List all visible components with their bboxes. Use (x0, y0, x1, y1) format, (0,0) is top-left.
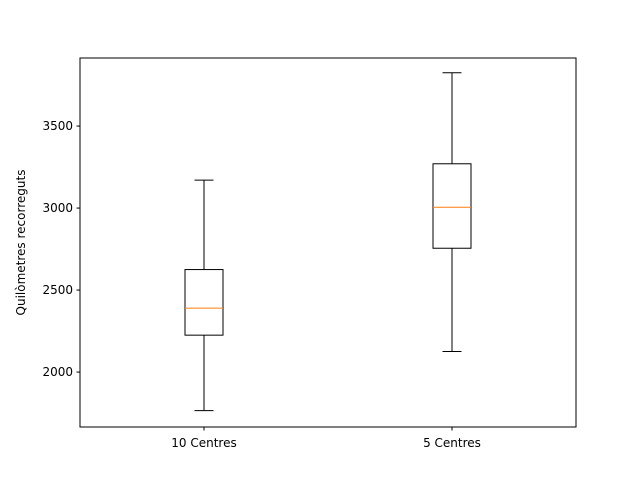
y-axis-ticks: 2000 2500 3000 3500 (42, 119, 80, 379)
x-axis-ticks: 10 Centres 5 Centres (171, 427, 481, 450)
y-tick-label: 3000 (42, 201, 73, 215)
chart-marks (184, 72, 472, 412)
box-iqr (184, 269, 224, 336)
box-group (432, 72, 472, 353)
plot-area (80, 58, 576, 427)
y-axis-label: Quilòmetres recorreguts (14, 170, 28, 316)
box-group (184, 179, 224, 412)
plot-frame (79, 57, 577, 428)
x-tick-label: 5 Centres (423, 436, 481, 450)
box-iqr (432, 163, 472, 249)
x-tick-label: 10 Centres (171, 436, 236, 450)
y-tick-label: 2500 (42, 283, 73, 297)
y-tick-label: 3500 (42, 119, 73, 133)
y-tick-label: 2000 (42, 365, 73, 379)
